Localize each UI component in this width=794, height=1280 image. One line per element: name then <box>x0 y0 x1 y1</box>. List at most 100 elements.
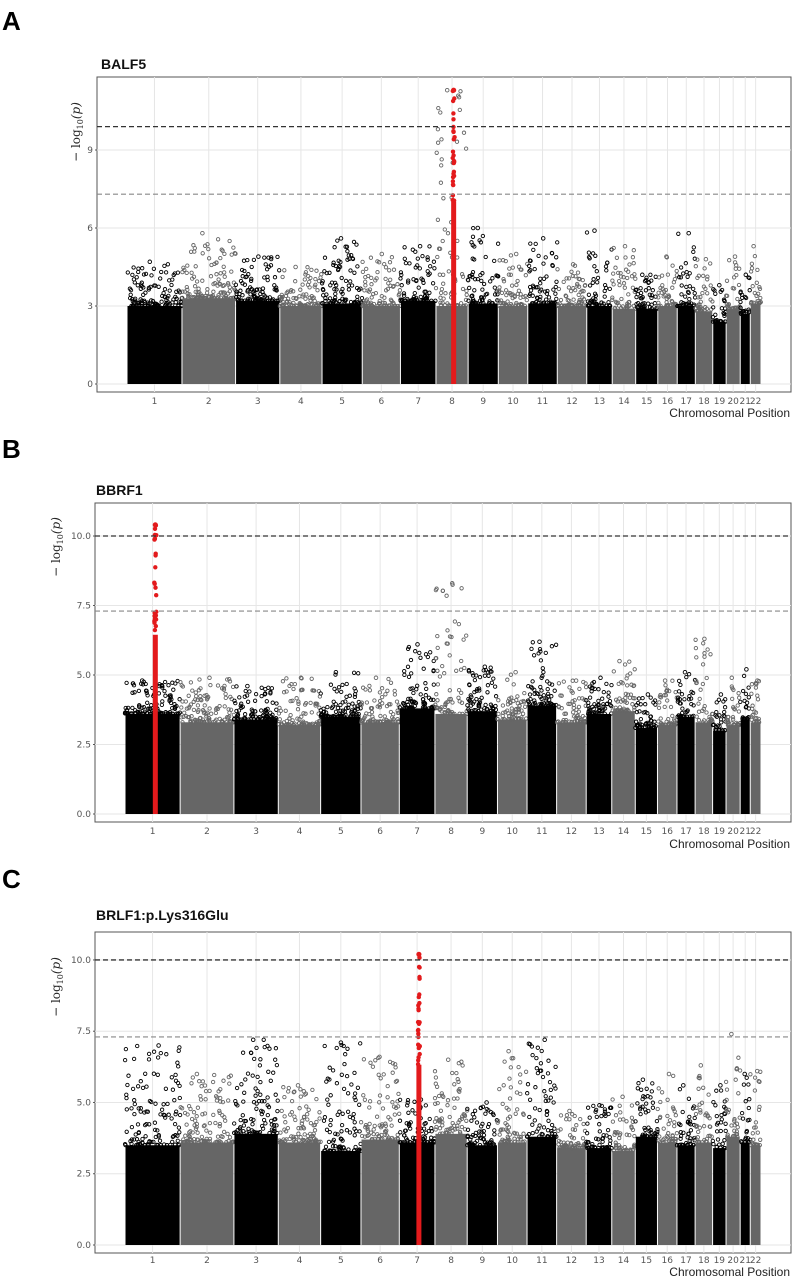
snp-point <box>126 705 131 711</box>
panel-letter: A <box>2 6 21 36</box>
snp-point <box>614 255 620 260</box>
y-tick-label: 7.5 <box>77 602 91 612</box>
snp-point <box>270 700 275 705</box>
snp-point <box>295 716 300 721</box>
x-tick-label: 7 <box>415 397 421 407</box>
y-tick-label: 9 <box>87 146 93 156</box>
snp-point <box>629 274 635 279</box>
snp-point <box>352 270 357 275</box>
snp-point <box>611 271 616 276</box>
snp-point <box>612 305 618 311</box>
snp-point <box>566 285 572 290</box>
x-tick-label: 8 <box>448 827 454 837</box>
snp-point <box>363 298 369 303</box>
snp-point <box>599 300 604 305</box>
snp-peak-point <box>732 254 738 259</box>
x-tick-label: 17 <box>681 397 692 407</box>
snp-point <box>241 258 247 263</box>
snp-point <box>253 691 259 697</box>
snp-point <box>460 286 466 292</box>
snp-point <box>666 295 671 300</box>
snp-point <box>277 705 282 711</box>
snp-point <box>416 285 421 290</box>
x-tick-label: 10 <box>507 1256 519 1266</box>
chromosome-16 <box>656 254 680 384</box>
snp-point <box>182 710 187 715</box>
snp-point <box>508 272 513 277</box>
snp-point <box>708 297 713 302</box>
snp-point <box>332 245 337 250</box>
snp-point <box>179 715 184 720</box>
snp-point <box>315 701 320 707</box>
snp-point <box>577 277 582 282</box>
snp-point <box>188 249 194 254</box>
snp-point <box>344 694 349 699</box>
snp-point <box>141 272 147 277</box>
snp-point <box>469 294 474 299</box>
snp-peak-point <box>570 262 576 267</box>
snp-point <box>206 246 211 252</box>
snp-point <box>136 688 142 694</box>
snp-point <box>294 696 299 701</box>
snp-point <box>518 301 524 307</box>
snp-point <box>163 270 169 275</box>
snp-point <box>180 295 185 301</box>
snp-point <box>246 272 251 277</box>
snp-point <box>231 245 236 250</box>
x-tick-label: 22 <box>750 827 761 837</box>
snp-point <box>332 686 337 692</box>
snp-point <box>649 306 655 311</box>
snp-point <box>352 704 357 709</box>
snp-point <box>623 255 628 260</box>
snp-point <box>285 296 291 301</box>
snp-point <box>295 707 301 712</box>
snp-point <box>569 269 574 274</box>
snp-point <box>165 295 170 301</box>
snp-point <box>480 287 485 292</box>
snp-point <box>604 268 609 273</box>
snp-point <box>318 275 323 280</box>
snp-point <box>180 684 186 689</box>
snp-point <box>498 300 503 306</box>
x-tick-label: 6 <box>378 397 384 407</box>
snp-point <box>435 217 441 222</box>
x-tick-label: 12 <box>566 827 577 837</box>
highlight-point <box>451 171 456 176</box>
snp-point <box>333 709 339 714</box>
chromosome-13 <box>584 228 614 384</box>
snp-point <box>180 720 185 725</box>
snp-point <box>159 299 164 304</box>
snp-point <box>263 262 268 267</box>
snp-point <box>281 690 287 695</box>
snp-point <box>398 270 404 275</box>
snp-peak-point <box>664 254 669 259</box>
snp-point <box>508 253 514 258</box>
snp-point <box>360 259 365 265</box>
snp-point <box>323 296 328 301</box>
snp-point <box>346 283 351 288</box>
snp-point <box>687 284 692 289</box>
snp-point <box>185 263 190 268</box>
snp-point <box>553 291 558 296</box>
snp-point <box>385 286 391 292</box>
snp-point <box>575 283 580 288</box>
snp-point <box>703 286 708 291</box>
snp-point <box>285 289 290 294</box>
y-tick-label: 10.0 <box>71 956 91 966</box>
snp-point <box>631 261 636 266</box>
chromosome-19 <box>710 282 728 384</box>
snp-point <box>738 299 743 305</box>
snp-point <box>310 296 315 301</box>
snp-point <box>146 706 151 711</box>
snp-point <box>208 682 213 688</box>
snp-point <box>739 292 745 298</box>
x-tick-label: 15 <box>641 1256 652 1266</box>
snp-point <box>592 291 598 296</box>
snp-point <box>219 720 224 725</box>
snp-point <box>467 285 472 291</box>
snp-point <box>362 303 368 309</box>
snp-point <box>501 279 507 284</box>
snp-point <box>721 310 726 316</box>
snp-point <box>309 294 314 299</box>
snp-point <box>649 293 654 298</box>
